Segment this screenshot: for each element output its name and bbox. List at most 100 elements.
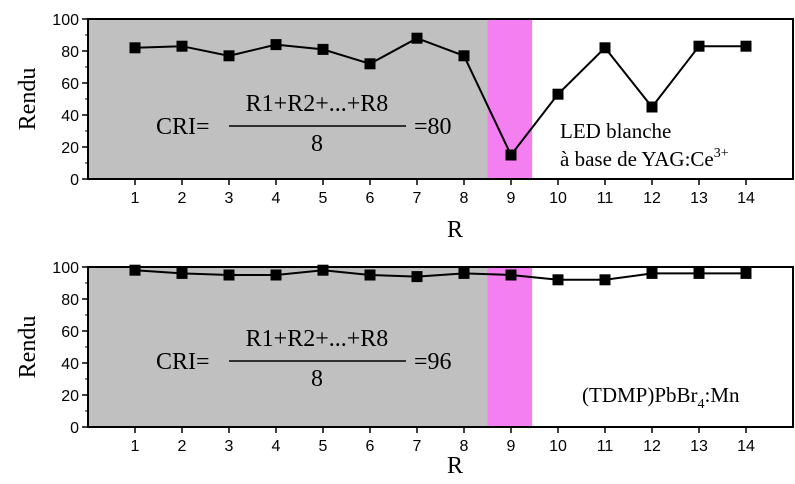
bottom-data-point bbox=[364, 269, 376, 281]
top-data-point bbox=[505, 149, 517, 161]
bottom-y-tick-label: 40 bbox=[61, 356, 79, 373]
bottom-x-tick-label: 14 bbox=[737, 438, 755, 455]
top-x-tick-label: 14 bbox=[737, 190, 755, 207]
bottom-x-tick-label: 6 bbox=[366, 438, 375, 455]
top-x-tick-label: 2 bbox=[178, 190, 187, 207]
bottom-y-axis-label: Rendu bbox=[15, 316, 41, 379]
top-x-tick-label: 11 bbox=[597, 190, 614, 207]
bottom-formula-result: =96 bbox=[414, 349, 452, 375]
top-data-point bbox=[458, 50, 470, 62]
top-x-tick-label: 7 bbox=[413, 190, 422, 207]
top-data-point bbox=[364, 58, 376, 70]
top-y-tick-label: 80 bbox=[61, 44, 79, 61]
bottom-y-tick-label: 0 bbox=[70, 420, 79, 437]
top-x-tick-label: 8 bbox=[460, 190, 469, 207]
bottom-data-point bbox=[505, 269, 517, 281]
bottom-data-point bbox=[693, 267, 705, 279]
bottom-x-tick-label: 3 bbox=[225, 438, 234, 455]
top-formula-result: =80 bbox=[414, 114, 452, 140]
top-y-tick-label: 0 bbox=[70, 172, 79, 189]
top-series-line bbox=[134, 37, 746, 157]
top-y-tick-label: 40 bbox=[61, 108, 79, 125]
bottom-data-point bbox=[458, 267, 470, 279]
top-annotation-line1: LED blanche bbox=[560, 119, 671, 143]
bottom-x-tick-label: 2 bbox=[178, 438, 187, 455]
bottom-series-line bbox=[134, 269, 746, 281]
bottom-data-point bbox=[317, 264, 329, 276]
bottom-x-tick-label: 11 bbox=[597, 438, 614, 455]
bottom-formula-numerator: R1+R2+...+R8 bbox=[246, 326, 389, 352]
top-y-tick-label: 100 bbox=[52, 12, 79, 29]
bottom-data-point bbox=[646, 267, 658, 279]
top-data-point bbox=[552, 88, 564, 100]
top-formula-prefix: CRI= bbox=[156, 114, 210, 140]
bottom-data-point bbox=[129, 264, 141, 276]
bottom-axes-frame bbox=[87, 266, 794, 428]
top-data-point bbox=[129, 42, 141, 54]
top-formula-numerator: R1+R2+...+R8 bbox=[246, 91, 389, 117]
bottom-x-tick-label: 13 bbox=[690, 438, 708, 455]
bottom-cri-formula: CRI= R1+R2+...+R8 8 =96 bbox=[156, 326, 452, 392]
top-y-tick-label: 20 bbox=[61, 140, 79, 157]
bottom-x-tick-label: 9 bbox=[507, 438, 516, 455]
bottom-x-tick-label: 7 bbox=[413, 438, 422, 455]
bottom-y-tick-label: 100 bbox=[52, 260, 79, 277]
top-formula-denominator: 8 bbox=[311, 131, 323, 157]
bottom-x-tick-label: 8 bbox=[460, 438, 469, 455]
top-x-tick-label: 10 bbox=[549, 190, 567, 207]
bottom-formula-denominator: 8 bbox=[311, 366, 323, 392]
bottom-series-markers bbox=[129, 264, 752, 286]
top-data-point bbox=[270, 39, 282, 51]
top-annotation: LED blanche à base de YAG:Ce3+ bbox=[560, 119, 729, 171]
top-data-point bbox=[599, 42, 611, 54]
bottom-x-tick-label: 4 bbox=[272, 438, 281, 455]
bottom-x-tick-label: 5 bbox=[319, 438, 328, 455]
bottom-gray-region bbox=[88, 267, 488, 427]
top-data-point bbox=[693, 40, 705, 52]
top-x-tick-label: 6 bbox=[366, 190, 375, 207]
top-x-tick-label: 5 bbox=[319, 190, 328, 207]
bottom-annotation: (TDMP)PbBr4:Mn bbox=[582, 383, 740, 412]
top-series-markers bbox=[129, 32, 752, 161]
top-x-tick-label: 9 bbox=[507, 190, 516, 207]
bottom-annotation-main: (TDMP)PbBr bbox=[582, 383, 698, 407]
top-axes-frame bbox=[87, 18, 794, 180]
bottom-annotation-tail: :Mn bbox=[705, 383, 741, 407]
bottom-data-point bbox=[599, 274, 611, 286]
top-x-tick-label: 4 bbox=[272, 190, 281, 207]
top-y-tick-label: 60 bbox=[61, 76, 79, 93]
bottom-data-point bbox=[552, 274, 564, 286]
top-data-point bbox=[411, 32, 423, 44]
bottom-x-tick-label: 10 bbox=[549, 438, 567, 455]
bottom-data-point bbox=[270, 269, 282, 281]
top-data-point bbox=[223, 50, 235, 62]
bottom-pink-band bbox=[487, 267, 533, 427]
bottom-x-tick-label: 12 bbox=[643, 438, 661, 455]
bottom-x-tick-label: 1 bbox=[131, 438, 140, 455]
bottom-y-tick-label: 80 bbox=[61, 292, 79, 309]
top-data-point bbox=[646, 101, 658, 113]
top-data-point bbox=[176, 40, 188, 52]
bottom-x-axis-label: R bbox=[447, 453, 463, 479]
top-cri-formula: CRI= R1+R2+...+R8 8 =80 bbox=[156, 91, 452, 157]
top-x-tick-label: 3 bbox=[225, 190, 234, 207]
bottom-data-point bbox=[223, 269, 235, 281]
top-data-point bbox=[740, 40, 752, 52]
bottom-data-point bbox=[176, 267, 188, 279]
top-x-tick-label: 1 bbox=[131, 190, 140, 207]
bottom-annotation-text: (TDMP)PbBr4:Mn bbox=[582, 383, 740, 412]
bottom-data-point bbox=[411, 271, 423, 283]
top-annotation-line2: à base de YAG:Ce3+ bbox=[560, 146, 729, 171]
bottom-annotation-subscript: 4 bbox=[698, 397, 705, 412]
top-data-point bbox=[317, 43, 329, 55]
bottom-y-tick-label: 60 bbox=[61, 324, 79, 341]
top-annotation-superscript: 3+ bbox=[714, 146, 729, 161]
bottom-y-tick-label: 20 bbox=[61, 388, 79, 405]
top-x-axis-label: R bbox=[447, 217, 463, 243]
